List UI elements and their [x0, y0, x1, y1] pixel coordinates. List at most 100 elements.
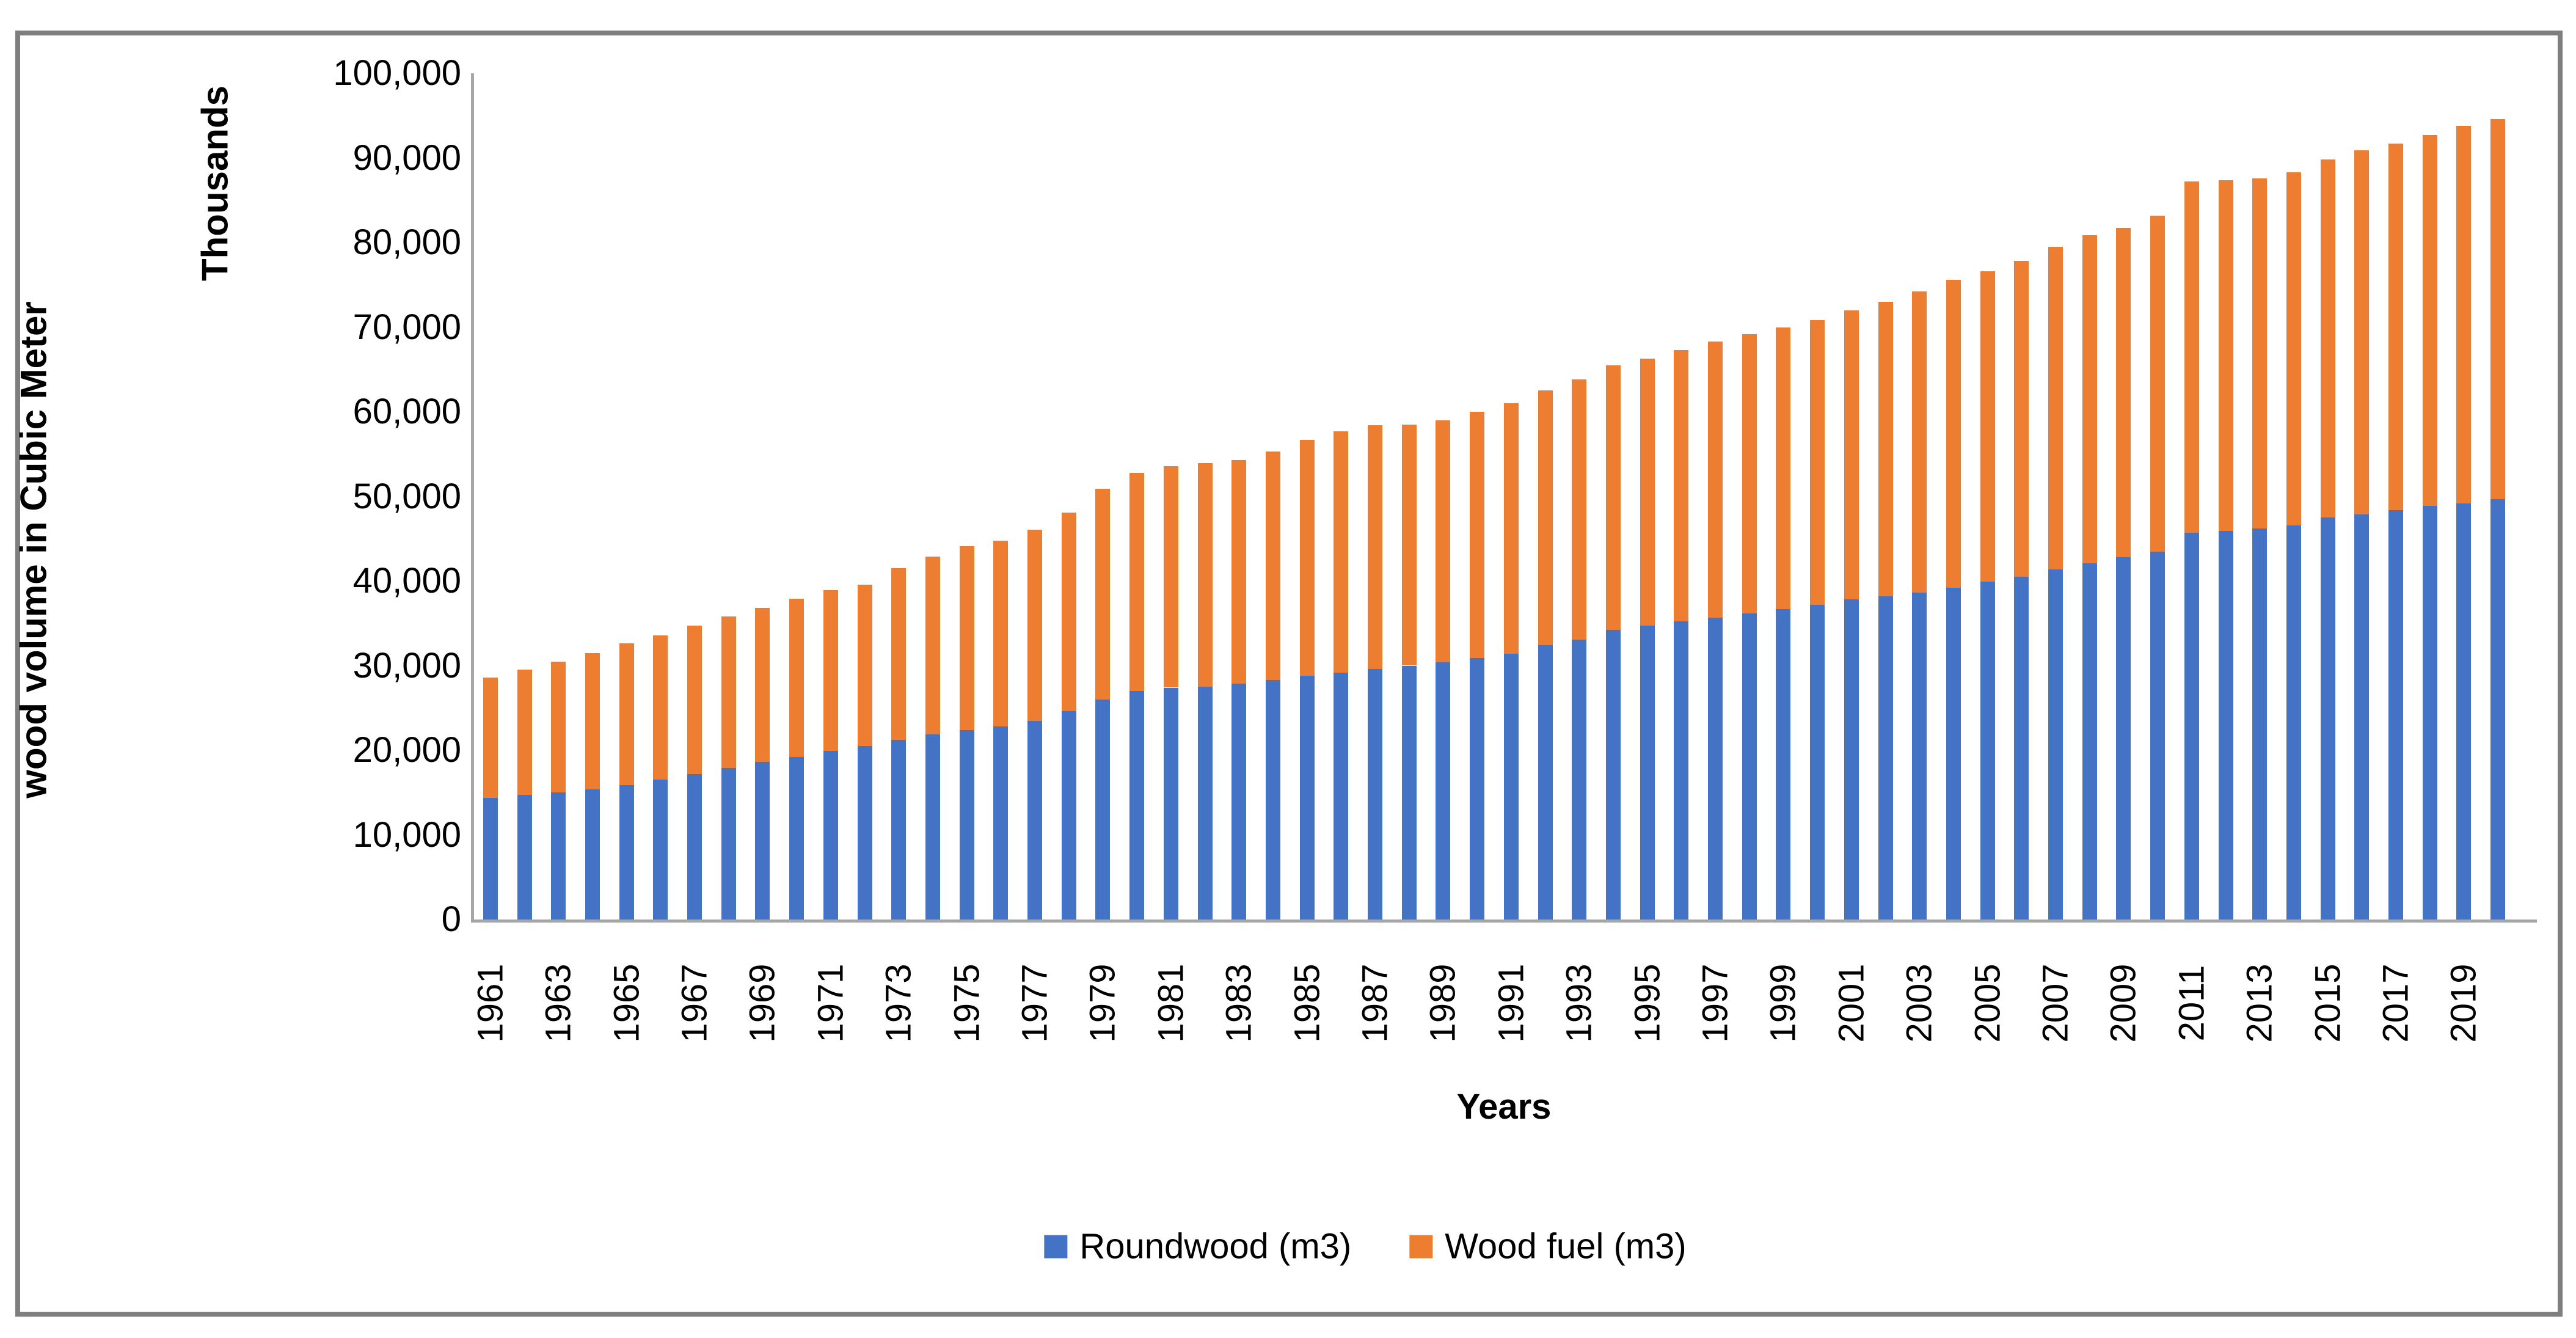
legend-swatch-icon: [1044, 1235, 1068, 1258]
x-tick-label-1987: 1987: [1355, 963, 1395, 1043]
bar-1961-woodfuel: [483, 677, 498, 798]
bar-1967-roundwood: [687, 773, 702, 919]
legend-label: Roundwood (m3): [1079, 1226, 1352, 1267]
bar-1983-woodfuel: [1231, 459, 1247, 684]
x-tick-label-2005: 2005: [1968, 963, 2008, 1043]
x-tick-label-1993: 1993: [1559, 963, 1599, 1043]
y-tick-label: 0: [441, 899, 461, 939]
bar-1974-roundwood: [925, 734, 940, 919]
bar-1989-roundwood: [1436, 662, 1451, 919]
y-tick-label: 10,000: [352, 814, 461, 855]
bar-1977-woodfuel: [1027, 529, 1043, 721]
bar-1979-woodfuel: [1095, 489, 1111, 700]
bar-2006-roundwood: [2014, 577, 2029, 919]
x-tick-label-1981: 1981: [1151, 963, 1191, 1043]
bar-1981-roundwood: [1163, 687, 1178, 919]
bar-1978-roundwood: [1061, 711, 1076, 919]
bar-1975-roundwood: [959, 729, 974, 919]
y-tick-label: 60,000: [352, 392, 461, 431]
bar-1994-roundwood: [1605, 630, 1621, 919]
x-tick-label-1995: 1995: [1627, 963, 1668, 1043]
bar-1994-woodfuel: [1605, 365, 1621, 631]
bar-1991-woodfuel: [1503, 403, 1519, 654]
x-tick-label-1965: 1965: [607, 963, 647, 1043]
bar-1980-woodfuel: [1129, 472, 1145, 692]
y-axis-line: [471, 73, 474, 922]
bar-1968-woodfuel: [721, 616, 736, 769]
bar-2003-roundwood: [1912, 593, 1927, 919]
bar-2009-woodfuel: [2116, 228, 2131, 558]
bar-2008-roundwood: [2082, 563, 2097, 919]
bar-2002-woodfuel: [1878, 301, 1893, 596]
bar-1969-roundwood: [755, 762, 770, 919]
y-tick-label: 90,000: [352, 137, 461, 178]
bar-2016-woodfuel: [2354, 150, 2370, 514]
x-tick-label-2019: 2019: [2443, 963, 2484, 1043]
y-tick-label: 100,000: [333, 53, 461, 93]
bar-2007-woodfuel: [2048, 246, 2063, 569]
bar-1981-woodfuel: [1163, 466, 1178, 688]
bar-1964-woodfuel: [585, 653, 600, 789]
bar-1970-roundwood: [789, 757, 805, 919]
x-tick-label-2007: 2007: [2035, 963, 2076, 1043]
y-tick-label: 20,000: [352, 730, 461, 770]
y-tick-label: 40,000: [352, 561, 461, 601]
bar-1976-roundwood: [993, 726, 1009, 919]
bar-2020-roundwood: [2490, 499, 2506, 919]
bar-1967-woodfuel: [687, 626, 702, 774]
bar-1982-woodfuel: [1197, 463, 1213, 687]
bar-1971-roundwood: [823, 751, 838, 919]
bar-1962-woodfuel: [517, 670, 532, 795]
chart-border: [15, 31, 2563, 1317]
bar-2011-roundwood: [2184, 533, 2199, 919]
bar-1986-woodfuel: [1334, 431, 1349, 673]
legend-swatch-icon: [1409, 1235, 1433, 1258]
bar-2000-roundwood: [1810, 604, 1825, 919]
x-tick-label-1963: 1963: [538, 963, 578, 1043]
x-tick-label-1991: 1991: [1491, 963, 1531, 1043]
bar-2015-roundwood: [2320, 517, 2335, 919]
x-axis-title: Years: [1456, 1087, 1552, 1127]
bar-1974-woodfuel: [925, 556, 940, 734]
bar-2004-woodfuel: [1946, 279, 1961, 588]
bar-1993-roundwood: [1572, 639, 1587, 919]
bar-1989-woodfuel: [1436, 420, 1451, 662]
bar-1988-woodfuel: [1401, 424, 1417, 666]
bar-2010-woodfuel: [2150, 215, 2166, 552]
bar-2013-roundwood: [2252, 528, 2268, 919]
legend-label: Wood fuel (m3): [1445, 1226, 1687, 1267]
bar-1978-woodfuel: [1061, 512, 1076, 712]
bar-1984-woodfuel: [1265, 451, 1280, 681]
bar-2018-woodfuel: [2422, 135, 2437, 506]
bar-1982-roundwood: [1197, 687, 1213, 919]
bar-2017-woodfuel: [2388, 143, 2404, 510]
x-tick-label-2011: 2011: [2172, 965, 2212, 1042]
bar-1987-roundwood: [1368, 669, 1383, 919]
bar-1993-woodfuel: [1572, 379, 1587, 640]
bar-2020-woodfuel: [2490, 119, 2506, 499]
bar-1966-woodfuel: [653, 635, 668, 780]
x-tick-label-1999: 1999: [1763, 963, 1803, 1043]
bar-1963-roundwood: [551, 792, 566, 919]
bar-1969-woodfuel: [755, 608, 770, 762]
bar-1963-woodfuel: [551, 661, 566, 793]
bar-1987-woodfuel: [1368, 425, 1383, 670]
bar-1973-woodfuel: [891, 568, 907, 740]
bar-1996-roundwood: [1674, 621, 1689, 919]
y-axis-title: wood volume in Cubic Meter: [13, 301, 54, 799]
legend: Roundwood (m3) Wood fuel (m3): [1044, 1226, 1687, 1267]
bar-1985-roundwood: [1299, 676, 1315, 919]
bar-1999-woodfuel: [1776, 327, 1791, 609]
bar-1980-roundwood: [1129, 691, 1145, 919]
bar-1968-roundwood: [721, 768, 736, 919]
x-tick-label-2009: 2009: [2103, 963, 2144, 1043]
bar-1970-woodfuel: [789, 599, 805, 758]
bar-2001-roundwood: [1844, 599, 1859, 919]
bar-1976-woodfuel: [993, 540, 1009, 727]
bar-1977-roundwood: [1027, 720, 1043, 919]
bar-2019-woodfuel: [2456, 125, 2472, 503]
x-tick-label-1997: 1997: [1695, 963, 1735, 1043]
y-tick-label: 50,000: [352, 476, 461, 516]
bar-2012-woodfuel: [2218, 180, 2233, 532]
